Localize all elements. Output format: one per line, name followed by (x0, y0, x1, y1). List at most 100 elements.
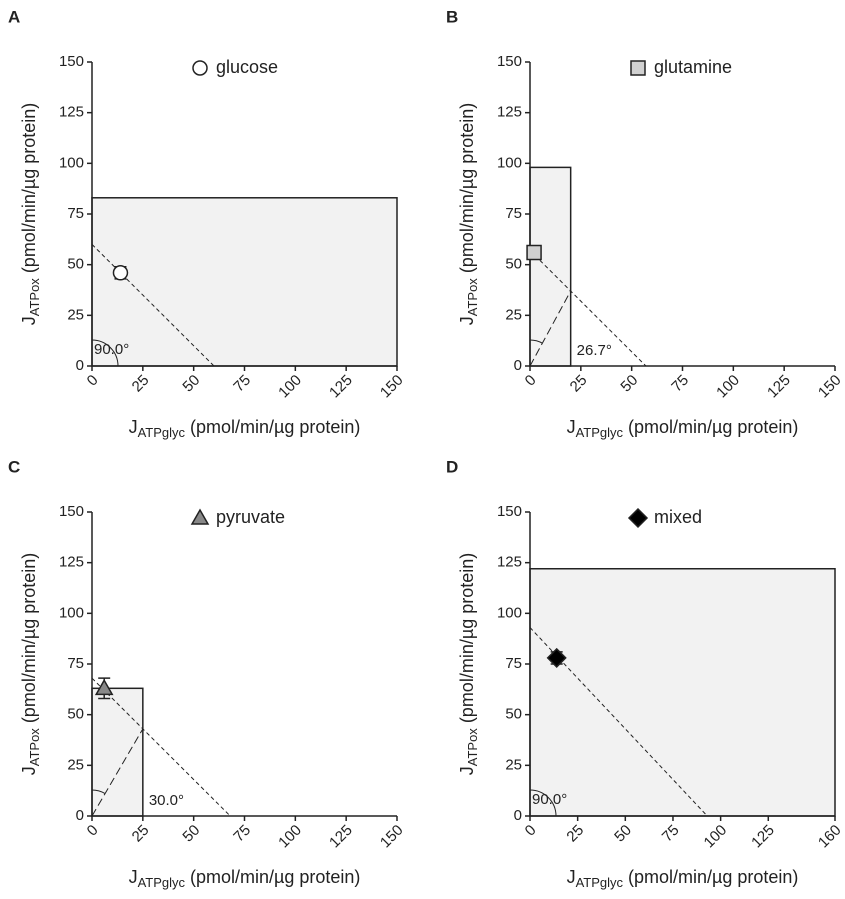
y-axis-title: JATPox (pmol/min/µg protein) (457, 553, 481, 776)
legend-label: pyruvate (216, 507, 285, 527)
data-point (526, 244, 542, 261)
supply-line (91, 677, 231, 817)
capacity-box (529, 166, 572, 367)
x-tick-label: 100 (275, 822, 305, 852)
y-axis-title: JATPox (pmol/min/µg protein) (19, 553, 43, 776)
angle-arc (529, 789, 557, 817)
panel-letter: B (446, 7, 458, 26)
label-sub: ATPox (27, 728, 42, 767)
y-tick-label: 50 (505, 256, 522, 273)
y-tick-label: 150 (59, 53, 84, 70)
y-tick-label: 150 (497, 503, 522, 520)
x-tick-label: 25 (567, 372, 591, 396)
x-tick-label: 75 (659, 822, 683, 846)
x-tick-label: 50 (179, 822, 203, 846)
data-point (112, 265, 129, 281)
x-axis-title: JATPglyc (pmol/min/µg protein) (129, 867, 361, 891)
legend-marker (630, 60, 646, 76)
y-tick-label: 75 (67, 205, 84, 222)
y-tick-label: 0 (514, 807, 522, 824)
origin-line (91, 728, 144, 817)
angle-label: 26.7° (577, 342, 612, 359)
x-tick-label: 50 (617, 372, 641, 396)
y-tick-label: 150 (59, 503, 84, 520)
x-tick-label: 100 (701, 822, 731, 852)
label-sub: ATPox (27, 278, 42, 317)
y-tick-label: 50 (67, 706, 84, 723)
x-tick-label: 150 (377, 822, 407, 852)
y-tick-label: 125 (59, 104, 84, 121)
x-tick-label: 75 (668, 372, 692, 396)
y-tick-label: 100 (497, 154, 522, 171)
legend-marker (192, 60, 208, 76)
x-tick-label: 0 (84, 372, 102, 390)
label-sub: ATPglyc (576, 425, 624, 440)
y-tick-label: 100 (59, 604, 84, 621)
y-tick-label: 50 (505, 706, 522, 723)
x-tick-label: 25 (129, 372, 153, 396)
legend-label: glutamine (654, 57, 732, 77)
label-sub: ATPglyc (576, 875, 624, 890)
legend-marker (627, 507, 649, 529)
label-unit: (pmol/min/µg protein) (457, 103, 477, 278)
origin-line (529, 290, 572, 367)
angle-label: 90.0° (532, 791, 567, 808)
panel-letter: D (446, 457, 458, 476)
y-tick-label: 25 (505, 306, 522, 323)
label-sub: ATPox (465, 728, 480, 767)
capacity-box (91, 687, 144, 817)
y-tick-label: 0 (76, 357, 84, 374)
capacity-box (91, 197, 398, 367)
data-point (546, 647, 567, 668)
y-tick-label: 125 (497, 104, 522, 121)
x-tick-label: 125 (326, 822, 356, 852)
legend-marker (190, 508, 210, 525)
label-sub: ATPglyc (138, 875, 186, 890)
y-tick-label: 25 (505, 756, 522, 773)
label-sub: ATPglyc (138, 425, 186, 440)
x-axis-title: JATPglyc (pmol/min/µg protein) (129, 417, 361, 441)
x-tick-label: 25 (563, 822, 587, 846)
label-unit: (pmol/min/µg protein) (623, 867, 798, 887)
x-tick-label: 125 (326, 372, 356, 402)
y-axis-title: JATPox (pmol/min/µg protein) (19, 103, 43, 326)
label-unit: (pmol/min/µg protein) (623, 417, 798, 437)
x-tick-label: 0 (84, 822, 102, 840)
label-main: J (19, 316, 39, 325)
data-point (94, 678, 114, 696)
y-tick-label: 100 (497, 604, 522, 621)
y-tick-label: 25 (67, 306, 84, 323)
label-main: J (19, 766, 39, 775)
label-main: J (567, 417, 576, 437)
label-unit: (pmol/min/µg protein) (19, 553, 39, 728)
label-unit: (pmol/min/µg protein) (19, 103, 39, 278)
label-main: J (129, 867, 138, 887)
angle-label: 30.0° (149, 792, 184, 809)
x-tick-label: 100 (713, 372, 743, 402)
panel-letter: A (8, 7, 20, 26)
x-tick-label: 125 (748, 822, 778, 852)
x-axis-title: JATPglyc (pmol/min/µg protein) (567, 867, 799, 891)
label-unit: (pmol/min/µg protein) (185, 867, 360, 887)
x-tick-label: 100 (275, 372, 305, 402)
angle-arc (91, 339, 119, 367)
y-tick-label: 75 (67, 655, 84, 672)
x-tick-label: 0 (522, 372, 540, 390)
panel-letter: C (8, 457, 20, 476)
x-tick-label: 50 (611, 822, 635, 846)
y-tick-label: 150 (497, 53, 522, 70)
y-tick-label: 75 (505, 655, 522, 672)
x-tick-label: 150 (815, 372, 845, 402)
supply-line (91, 244, 215, 367)
legend-label: glucose (216, 57, 278, 77)
label-main: J (129, 417, 138, 437)
legend-label: mixed (654, 507, 702, 527)
y-tick-label: 125 (497, 554, 522, 571)
x-tick-label: 150 (377, 372, 407, 402)
y-tick-label: 0 (514, 357, 522, 374)
capacity-box (529, 567, 836, 817)
x-tick-label: 125 (764, 372, 794, 402)
label-main: J (567, 867, 576, 887)
